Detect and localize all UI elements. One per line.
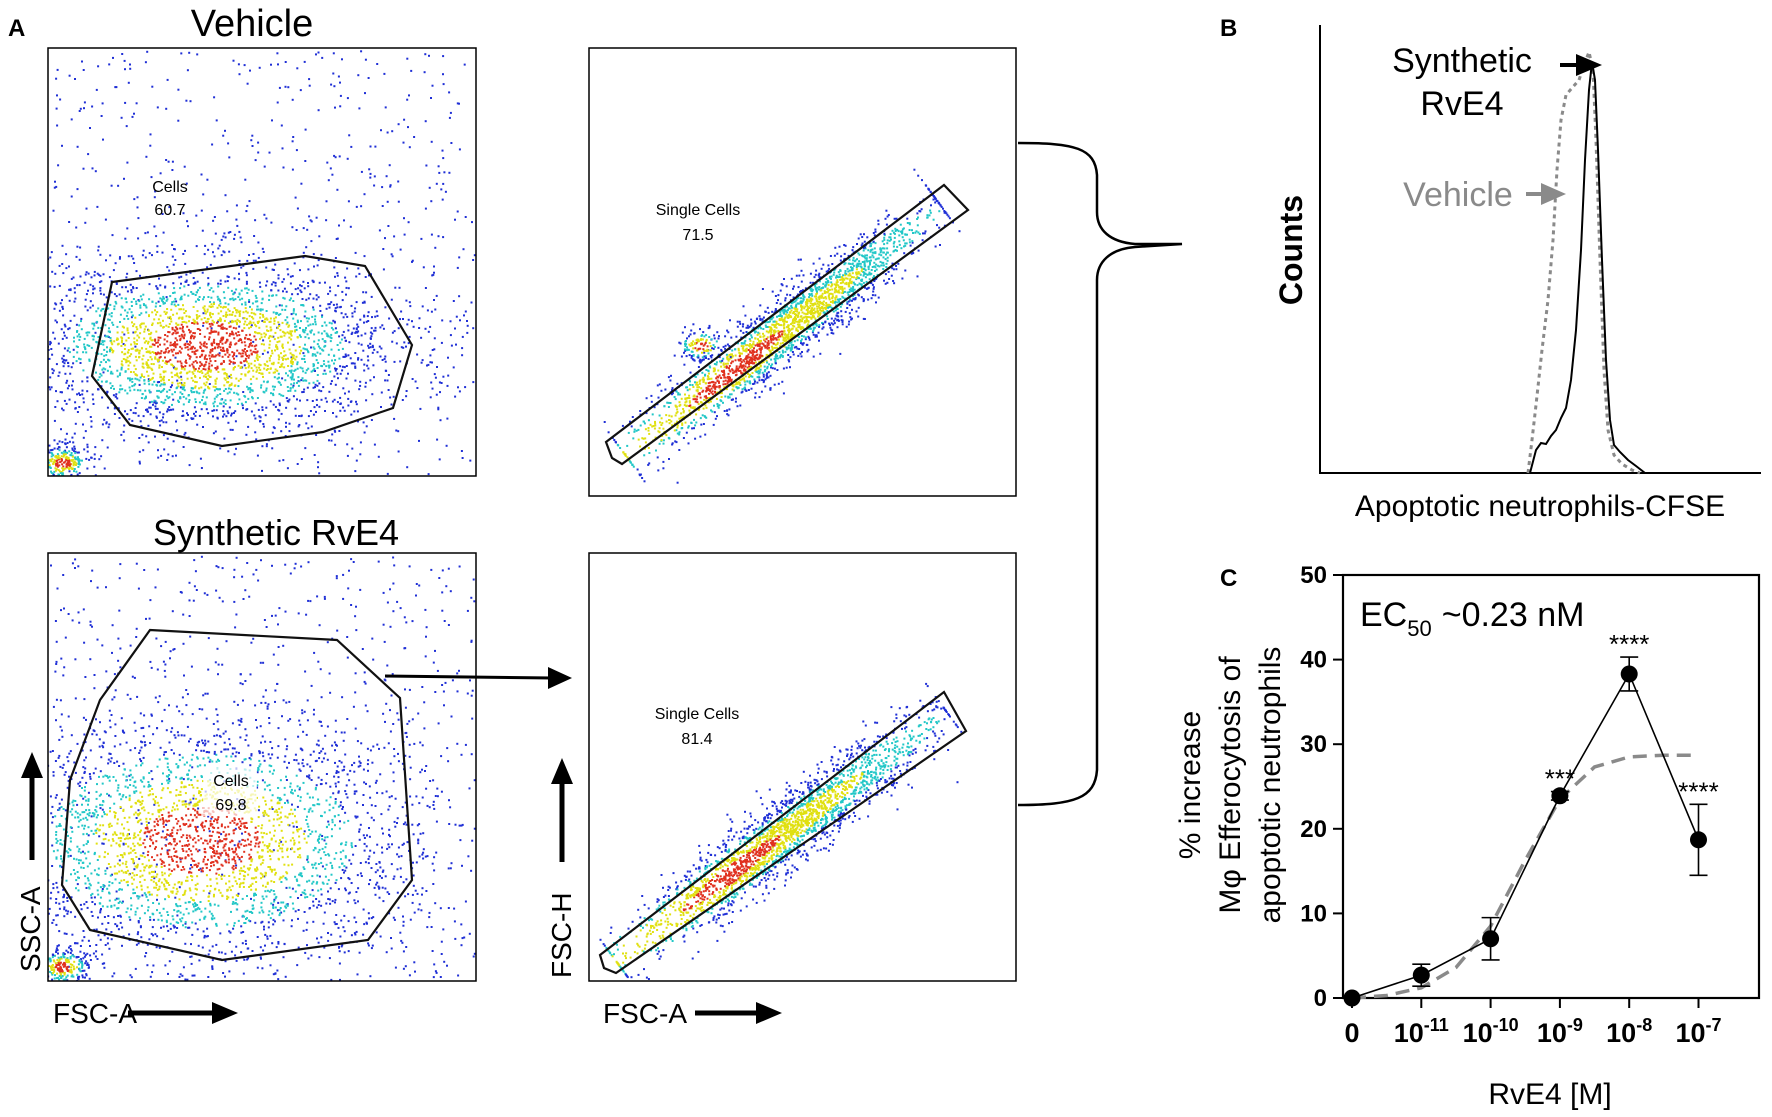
data-series-line [1351, 672, 1700, 999]
data-point [1412, 966, 1430, 984]
y-tick-label: 10 [1300, 900, 1327, 927]
cells-gate-value: 60.7 [154, 202, 185, 219]
rve4-singlets-plot: Single Cells 81.4 FSC-H FSC-A [546, 552, 1017, 1029]
chart-xlabel: RvE4 [M] [1488, 1078, 1611, 1111]
single-cells-gate [598, 690, 968, 975]
plot-frame [47, 47, 477, 477]
panel-label-b: B [1220, 15, 1237, 42]
vehicle-cells-density [48, 50, 476, 476]
ec50-value: ~0.23 nM [1442, 596, 1585, 634]
ssc-axis-label: SSC-A [15, 886, 46, 972]
plot-frame [47, 552, 477, 982]
x-tick-label: 10-9 [1537, 1015, 1583, 1048]
data-point [1482, 930, 1500, 948]
fsch-axis-label: FSC-H [546, 892, 577, 978]
ssc-arrow-icon [21, 752, 43, 778]
histogram-ylabel: Counts [1273, 195, 1309, 305]
histogram-panel: Counts Apoptotic neutrophils-CFSE Synthe… [1273, 25, 1761, 523]
fsch-arrow-icon [551, 758, 573, 784]
y-axis-ticks: 0 10 20 30 40 50 [1300, 562, 1343, 1012]
x-tick-label: 0 [1344, 1018, 1359, 1048]
data-point [1551, 787, 1569, 805]
significance-label: *** [1545, 764, 1575, 794]
significance-label: **** [1678, 776, 1718, 806]
fsc-arrow-icon [756, 1002, 782, 1024]
gate-label-backdrop [203, 768, 257, 816]
ylabel-line2: Mφ Efferocytosis of [1214, 656, 1247, 914]
data-point [1620, 665, 1638, 683]
y-tick-label: 0 [1314, 985, 1327, 1012]
single-cells-gate-value: 71.5 [682, 227, 713, 244]
gating-arrow-icon [548, 667, 572, 689]
y-tick-label: 20 [1300, 816, 1327, 843]
ylabel-line1: % increase [1174, 711, 1207, 859]
ec50-subscript: 50 [1407, 616, 1431, 641]
legend-rve4-line2: RvE4 [1420, 85, 1503, 123]
vehicle-histogram-line [1526, 46, 1641, 475]
rve4-singlets-density [599, 682, 963, 980]
cells-gate [90, 254, 414, 448]
vehicle-title: Vehicle [191, 3, 314, 45]
legend-vehicle-arrow-icon [1541, 183, 1566, 205]
fsc-axis-label: FSC-A [603, 998, 687, 1029]
gating-arrow-line [384, 674, 553, 680]
plot-frame [588, 47, 1017, 497]
fit-curve [1351, 753, 1699, 1000]
ylabel-line3: apoptotic neutrophils [1254, 647, 1287, 924]
single-cells-gate-value: 81.4 [681, 731, 712, 748]
rve4-histogram-line [1529, 61, 1646, 474]
y-tick-label: 40 [1300, 647, 1327, 674]
panel-label-a: A [8, 15, 25, 42]
single-cells-gate-label: Single Cells [655, 706, 739, 723]
grouping-brace [1017, 141, 1183, 807]
x-tick-label: 10-10 [1463, 1015, 1519, 1048]
histogram-axes [1319, 25, 1761, 474]
chart-frame [1341, 573, 1761, 1000]
cells-gate-value: 69.8 [215, 797, 246, 814]
legend-rve4-line1: Synthetic [1392, 42, 1532, 80]
panel-label-c: C [1220, 565, 1237, 592]
plot-frame [588, 552, 1017, 982]
single-cells-gate-label: Single Cells [656, 202, 740, 219]
fsc-arrow-icon [212, 1002, 238, 1024]
fsc-axis-label: FSC-A [53, 998, 137, 1029]
x-tick-label: 10-11 [1394, 1015, 1449, 1048]
x-tick-label: 10-7 [1675, 1015, 1721, 1048]
x-axis-ticks: 0 10-11 10-10 10-9 10-8 10-7 [1344, 998, 1722, 1048]
vehicle-singlets-density [603, 168, 961, 484]
legend-rve4-arrow-icon [1576, 54, 1602, 76]
single-cells-gate [604, 183, 970, 466]
rve4-title: Synthetic RvE4 [153, 512, 399, 553]
y-tick-label: 30 [1300, 731, 1327, 758]
vehicle-singlets-plot: Single Cells 71.5 [588, 47, 1017, 497]
data-point [1690, 831, 1707, 849]
rve4-fsc-ssc-plot: Cells 69.8 SSC-A FSC-A [15, 552, 477, 1029]
vehicle-fsc-ssc-plot: Cells 60.7 [47, 47, 477, 477]
cells-gate [60, 628, 414, 962]
histogram-xlabel: Apoptotic neutrophils-CFSE [1355, 490, 1725, 523]
cells-gate-label: Cells [152, 179, 188, 196]
ec50-annotation: EC50 ~0.23 nM [1360, 596, 1584, 641]
ec50-prefix: EC [1360, 596, 1407, 634]
x-tick-label: 10-8 [1606, 1015, 1652, 1048]
data-markers: *********** [1343, 629, 1719, 1007]
legend-vehicle: Vehicle [1403, 176, 1513, 214]
y-tick-label: 50 [1300, 562, 1327, 589]
significance-label: **** [1609, 629, 1649, 659]
cells-gate-label: Cells [213, 773, 249, 790]
data-point [1343, 989, 1361, 1007]
